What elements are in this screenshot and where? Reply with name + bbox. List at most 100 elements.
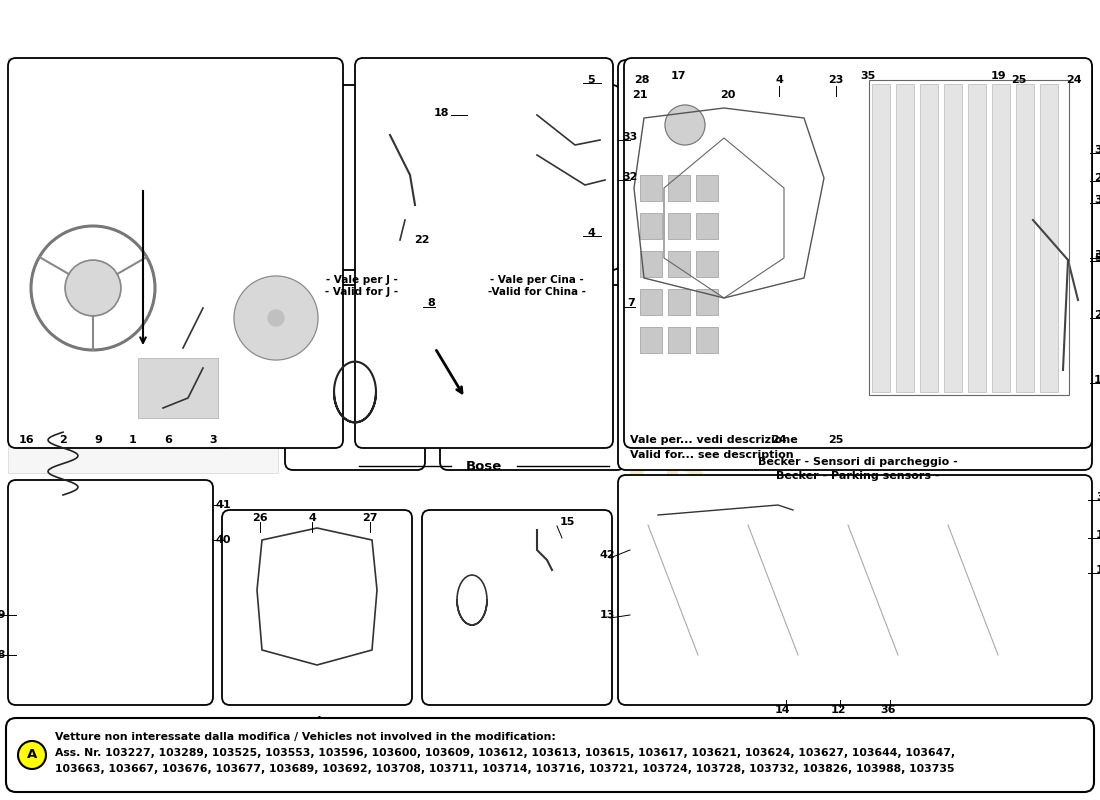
Text: 24: 24 bbox=[771, 435, 786, 445]
Bar bbox=[468, 327, 484, 341]
Bar bbox=[400, 138, 530, 258]
Text: 30: 30 bbox=[1094, 145, 1100, 155]
Bar bbox=[770, 208, 950, 302]
Text: Ass. Nr. 103227, 103289, 103525, 103553, 103596, 103600, 103609, 103612, 103613,: Ass. Nr. 103227, 103289, 103525, 103553,… bbox=[55, 748, 955, 758]
Text: 34: 34 bbox=[1094, 250, 1100, 260]
Bar bbox=[471, 105, 534, 165]
Text: - Vale per Cina -: - Vale per Cina - bbox=[491, 275, 584, 285]
Bar bbox=[236, 108, 316, 368]
Bar bbox=[128, 348, 228, 448]
Bar bbox=[18, 495, 103, 690]
Text: 4: 4 bbox=[587, 228, 595, 238]
Bar bbox=[992, 84, 1010, 392]
FancyBboxPatch shape bbox=[8, 58, 343, 448]
Bar bbox=[640, 213, 662, 239]
Bar bbox=[944, 84, 962, 392]
Text: 9: 9 bbox=[95, 435, 102, 445]
Bar bbox=[468, 100, 537, 200]
Bar bbox=[598, 173, 618, 189]
FancyBboxPatch shape bbox=[355, 58, 613, 448]
Text: 13: 13 bbox=[600, 610, 615, 620]
Text: Valid for... see description: Valid for... see description bbox=[630, 450, 793, 460]
Text: 4: 4 bbox=[776, 75, 783, 85]
Text: 5: 5 bbox=[587, 75, 595, 85]
Bar bbox=[821, 245, 849, 267]
Bar bbox=[864, 76, 1074, 401]
Bar bbox=[668, 327, 690, 353]
Bar bbox=[8, 58, 278, 473]
Text: 29: 29 bbox=[1094, 310, 1100, 320]
Text: 31: 31 bbox=[1094, 195, 1100, 205]
Text: 3: 3 bbox=[209, 435, 217, 445]
Text: 14: 14 bbox=[776, 705, 791, 715]
Text: Vale per... vedi descrizione: Vale per... vedi descrizione bbox=[630, 435, 798, 445]
FancyBboxPatch shape bbox=[285, 285, 425, 470]
Text: 8: 8 bbox=[427, 298, 434, 308]
Bar bbox=[475, 170, 530, 179]
Bar bbox=[818, 495, 868, 530]
Bar bbox=[696, 289, 718, 315]
Text: Becker - Sensori di parcheggio -: Becker - Sensori di parcheggio - bbox=[758, 457, 958, 467]
Text: 22: 22 bbox=[415, 235, 430, 245]
Bar bbox=[534, 327, 550, 341]
Bar bbox=[962, 150, 1033, 440]
Bar bbox=[630, 90, 740, 400]
Bar bbox=[896, 245, 925, 267]
Text: passionparts.info: passionparts.info bbox=[226, 245, 875, 595]
Bar bbox=[763, 200, 958, 310]
Bar bbox=[108, 510, 198, 665]
Text: 1: 1 bbox=[129, 435, 136, 445]
Bar bbox=[375, 98, 556, 368]
Circle shape bbox=[18, 741, 46, 769]
Text: Becker: Becker bbox=[293, 717, 341, 730]
Text: 5: 5 bbox=[1094, 253, 1100, 263]
Text: 18: 18 bbox=[433, 108, 449, 118]
Bar bbox=[696, 251, 718, 277]
Bar bbox=[43, 113, 163, 193]
Bar bbox=[295, 97, 430, 242]
Bar bbox=[302, 640, 332, 660]
Bar bbox=[450, 297, 615, 458]
Text: - Vale per J -: - Vale per J - bbox=[326, 275, 398, 285]
Text: 32: 32 bbox=[621, 172, 637, 182]
Bar bbox=[295, 297, 415, 458]
Text: 42: 42 bbox=[600, 550, 616, 560]
Bar bbox=[305, 303, 320, 313]
Bar bbox=[1040, 84, 1058, 392]
Bar bbox=[920, 84, 938, 392]
Bar bbox=[458, 310, 588, 390]
Text: 6: 6 bbox=[164, 435, 172, 445]
Bar bbox=[116, 520, 146, 540]
Bar bbox=[39, 108, 168, 198]
Circle shape bbox=[31, 226, 155, 350]
Bar bbox=[696, 175, 718, 201]
Bar bbox=[138, 358, 218, 418]
Bar bbox=[464, 317, 579, 382]
Text: 24: 24 bbox=[1066, 75, 1081, 85]
Bar bbox=[302, 110, 383, 165]
Circle shape bbox=[666, 105, 705, 145]
Bar bbox=[636, 98, 734, 153]
Text: 36: 36 bbox=[880, 705, 895, 715]
Bar bbox=[636, 93, 851, 403]
Text: 23: 23 bbox=[1094, 173, 1100, 183]
Bar bbox=[234, 520, 400, 685]
Bar bbox=[18, 495, 103, 585]
Bar bbox=[512, 327, 528, 341]
Bar bbox=[475, 194, 530, 203]
Bar bbox=[872, 84, 890, 392]
Bar bbox=[859, 245, 887, 267]
Text: 35: 35 bbox=[860, 71, 876, 81]
Bar bbox=[1016, 84, 1034, 392]
Bar bbox=[18, 595, 103, 690]
Bar bbox=[668, 251, 690, 277]
Text: 33: 33 bbox=[621, 132, 637, 142]
Text: 25: 25 bbox=[1011, 75, 1026, 85]
Bar bbox=[116, 575, 146, 593]
Bar bbox=[696, 213, 718, 239]
Bar bbox=[640, 289, 662, 315]
Text: 19: 19 bbox=[990, 71, 1005, 81]
Text: 21: 21 bbox=[632, 90, 648, 100]
Bar bbox=[668, 213, 690, 239]
Text: 39: 39 bbox=[0, 610, 6, 620]
